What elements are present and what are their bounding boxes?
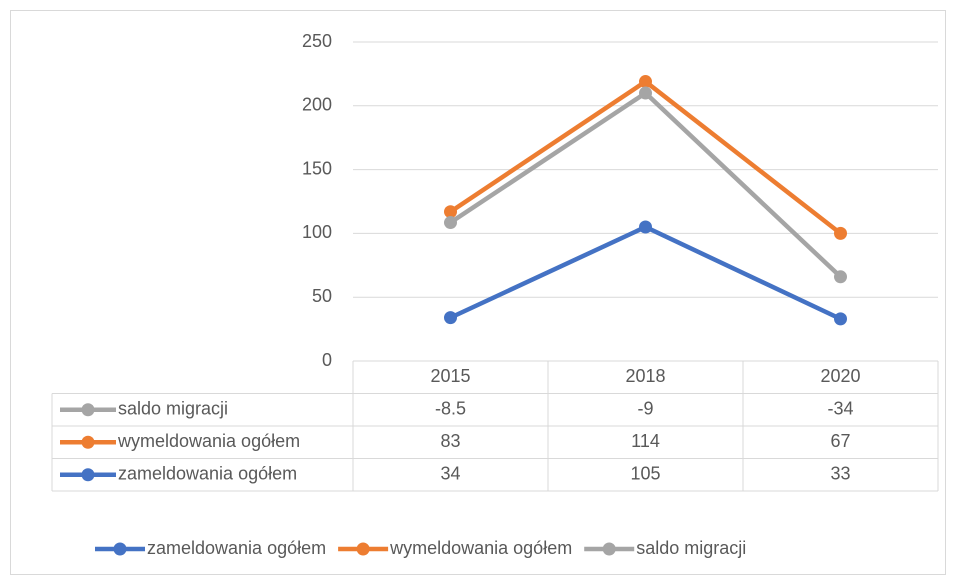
table-cell: 105	[630, 464, 660, 484]
table-row-label: saldo migracji	[118, 399, 228, 419]
marker	[639, 75, 652, 89]
table-row-label: wymeldowania ogółem	[117, 431, 300, 451]
marker	[639, 220, 652, 234]
y-tick-label: 200	[302, 95, 332, 115]
marker	[834, 226, 847, 240]
legend-marker	[602, 542, 616, 556]
marker	[444, 311, 457, 325]
y-tick-label: 50	[312, 286, 332, 306]
table-row-label: zameldowania ogółem	[118, 464, 297, 484]
table-cell: 33	[830, 464, 850, 484]
x-tick-label: 2020	[820, 366, 860, 386]
marker	[444, 216, 457, 230]
legend-marker	[356, 542, 370, 556]
table-key-marker	[81, 435, 95, 449]
legend-label: saldo migracji	[636, 538, 746, 558]
y-tick-label: 250	[302, 31, 332, 51]
table-cell: 114	[631, 431, 660, 451]
legend-label: wymeldowania ogółem	[389, 538, 572, 558]
y-tick-label: 150	[302, 158, 332, 178]
table-key-marker	[81, 468, 95, 482]
marker	[444, 205, 457, 219]
marker	[834, 312, 847, 326]
table-cell: 67	[830, 431, 850, 451]
marker	[834, 270, 847, 284]
table-cell: -8.5	[435, 399, 466, 419]
chart-frame	[10, 10, 946, 575]
x-tick-label: 2015	[430, 366, 470, 386]
table-cell: 34	[440, 464, 460, 484]
table-cell: 83	[440, 431, 460, 451]
y-tick-label: 100	[302, 222, 332, 242]
table-key-marker	[81, 403, 95, 417]
y-tick-label: 0	[322, 350, 332, 370]
marker	[639, 86, 652, 100]
legend-marker	[113, 542, 127, 556]
x-tick-label: 2018	[625, 366, 665, 386]
table-cell: -9	[637, 399, 653, 419]
legend-label: zameldowania ogółem	[147, 538, 326, 558]
table-cell: -34	[827, 399, 853, 419]
